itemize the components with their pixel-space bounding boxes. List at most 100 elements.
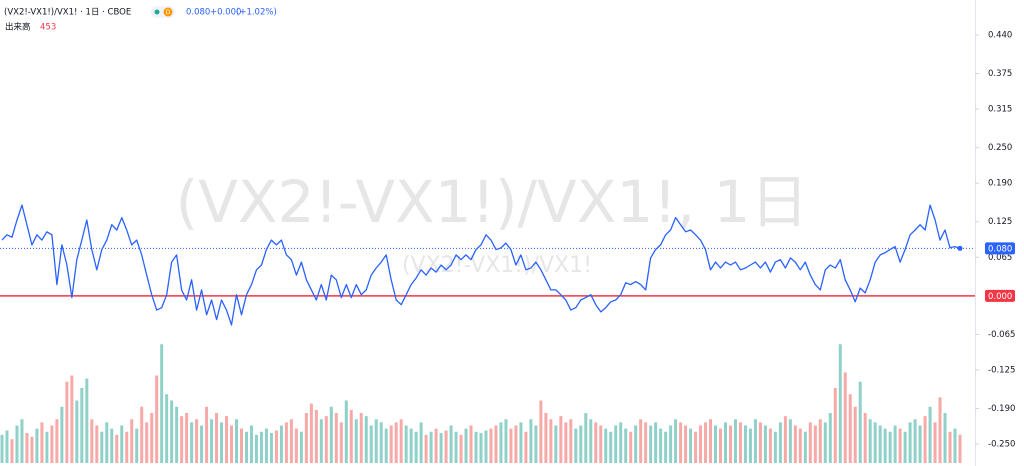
- volume-bar: [354, 419, 358, 463]
- volume-last: 453: [40, 23, 56, 33]
- volume-bar: [499, 422, 503, 463]
- volume-bar: [788, 419, 792, 463]
- volume-bar: [938, 397, 942, 463]
- volume-bar: [484, 430, 488, 463]
- volume-bar: [679, 422, 683, 463]
- volume-bar: [763, 425, 767, 463]
- volume-bar: [664, 431, 668, 463]
- volume-bar: [519, 422, 523, 463]
- volume-bar: [554, 425, 558, 463]
- volume-bar: [479, 433, 483, 463]
- volume-bar: [778, 422, 782, 463]
- change-percent: (+1.02%): [236, 8, 277, 18]
- volume-bar: [803, 431, 807, 463]
- volume-bar: [170, 400, 174, 463]
- volume-bar: [404, 425, 408, 463]
- volume-bar: [494, 425, 498, 463]
- volume-bar: [454, 431, 458, 463]
- volume-bar: [299, 431, 303, 463]
- y-tick-label: -0.125: [988, 365, 1015, 375]
- volume-bar: [853, 406, 857, 463]
- volume-bar: [259, 431, 263, 463]
- volume-bar: [873, 422, 877, 463]
- volume-bar: [858, 381, 862, 463]
- volume-bar: [738, 422, 742, 463]
- volume-bar: [334, 413, 338, 463]
- last-price-badge-label: 0.080: [988, 244, 1012, 254]
- volume-bar: [863, 413, 867, 463]
- volume-bar: [110, 428, 114, 463]
- volume-bar: [130, 419, 134, 463]
- volume-bar: [883, 428, 887, 463]
- volume-bar: [215, 413, 219, 463]
- volume-bar: [399, 419, 403, 463]
- volume-bar: [918, 425, 922, 463]
- volume-bar: [45, 431, 49, 463]
- volume-bar: [719, 428, 722, 463]
- volume-bar: [594, 422, 598, 463]
- volume-bar: [220, 422, 224, 463]
- volume-bar: [958, 434, 962, 463]
- volume-bar: [235, 419, 239, 463]
- y-tick-label: 0.440: [988, 30, 1012, 40]
- volume-bar: [249, 425, 253, 463]
- volume-bar: [210, 419, 214, 463]
- volume-bar: [589, 419, 593, 463]
- volume-bar: [150, 413, 154, 463]
- volume-bar: [614, 425, 618, 463]
- volume-bar: [419, 422, 423, 463]
- volume-bar: [125, 431, 129, 463]
- volume-bar: [409, 428, 413, 463]
- volume-bar: [669, 425, 673, 463]
- volume-bar: [808, 422, 812, 463]
- volume-bar: [50, 425, 54, 463]
- volume-bar: [728, 425, 732, 463]
- volume-bar: [509, 428, 513, 463]
- volume-bar: [135, 428, 139, 463]
- volume-bar: [15, 425, 19, 463]
- volume-bar: [140, 406, 144, 463]
- volume-bar: [5, 430, 9, 463]
- volume-bar: [389, 425, 393, 463]
- volume-bar: [175, 406, 179, 463]
- volume-bar: [344, 400, 348, 463]
- volume-bar: [684, 425, 688, 463]
- volume-bar: [185, 413, 189, 463]
- volume-bar: [55, 419, 59, 463]
- volume-bar: [943, 413, 947, 463]
- volume-bar: [609, 431, 613, 463]
- volume-bar: [783, 416, 787, 463]
- volume-bar: [384, 428, 388, 463]
- volume-bar: [364, 416, 368, 463]
- volume-bar: [913, 419, 917, 463]
- volume-bar: [205, 406, 209, 463]
- volume-bar: [574, 428, 578, 463]
- volume-bar: [549, 419, 553, 463]
- volume-bar: [294, 428, 298, 463]
- volume-bar: [504, 419, 508, 463]
- volume-bar: [878, 425, 882, 463]
- volume-bar: [838, 344, 842, 463]
- volume-bar: [599, 425, 603, 463]
- volume-bar: [439, 433, 443, 463]
- volume-title: 出来高: [5, 22, 31, 33]
- volume-bar: [709, 419, 713, 463]
- volume-bar: [639, 419, 643, 463]
- volume-bar: [933, 422, 937, 463]
- zero-badge-label: 0.000: [988, 292, 1012, 302]
- volume-bar: [444, 430, 448, 463]
- volume-bar: [534, 425, 538, 463]
- volume-bar: [888, 431, 892, 463]
- y-tick-label: 0.125: [988, 217, 1012, 227]
- volume-bar: [793, 425, 797, 463]
- volume-bar: [723, 422, 727, 463]
- volume-bar: [818, 419, 822, 463]
- y-tick-label: 0.190: [988, 179, 1012, 189]
- volume-bar: [953, 428, 957, 463]
- volume-bar: [748, 428, 752, 463]
- volume-bar: [145, 422, 149, 463]
- volume-bar: [225, 416, 229, 463]
- volume-bar: [644, 422, 648, 463]
